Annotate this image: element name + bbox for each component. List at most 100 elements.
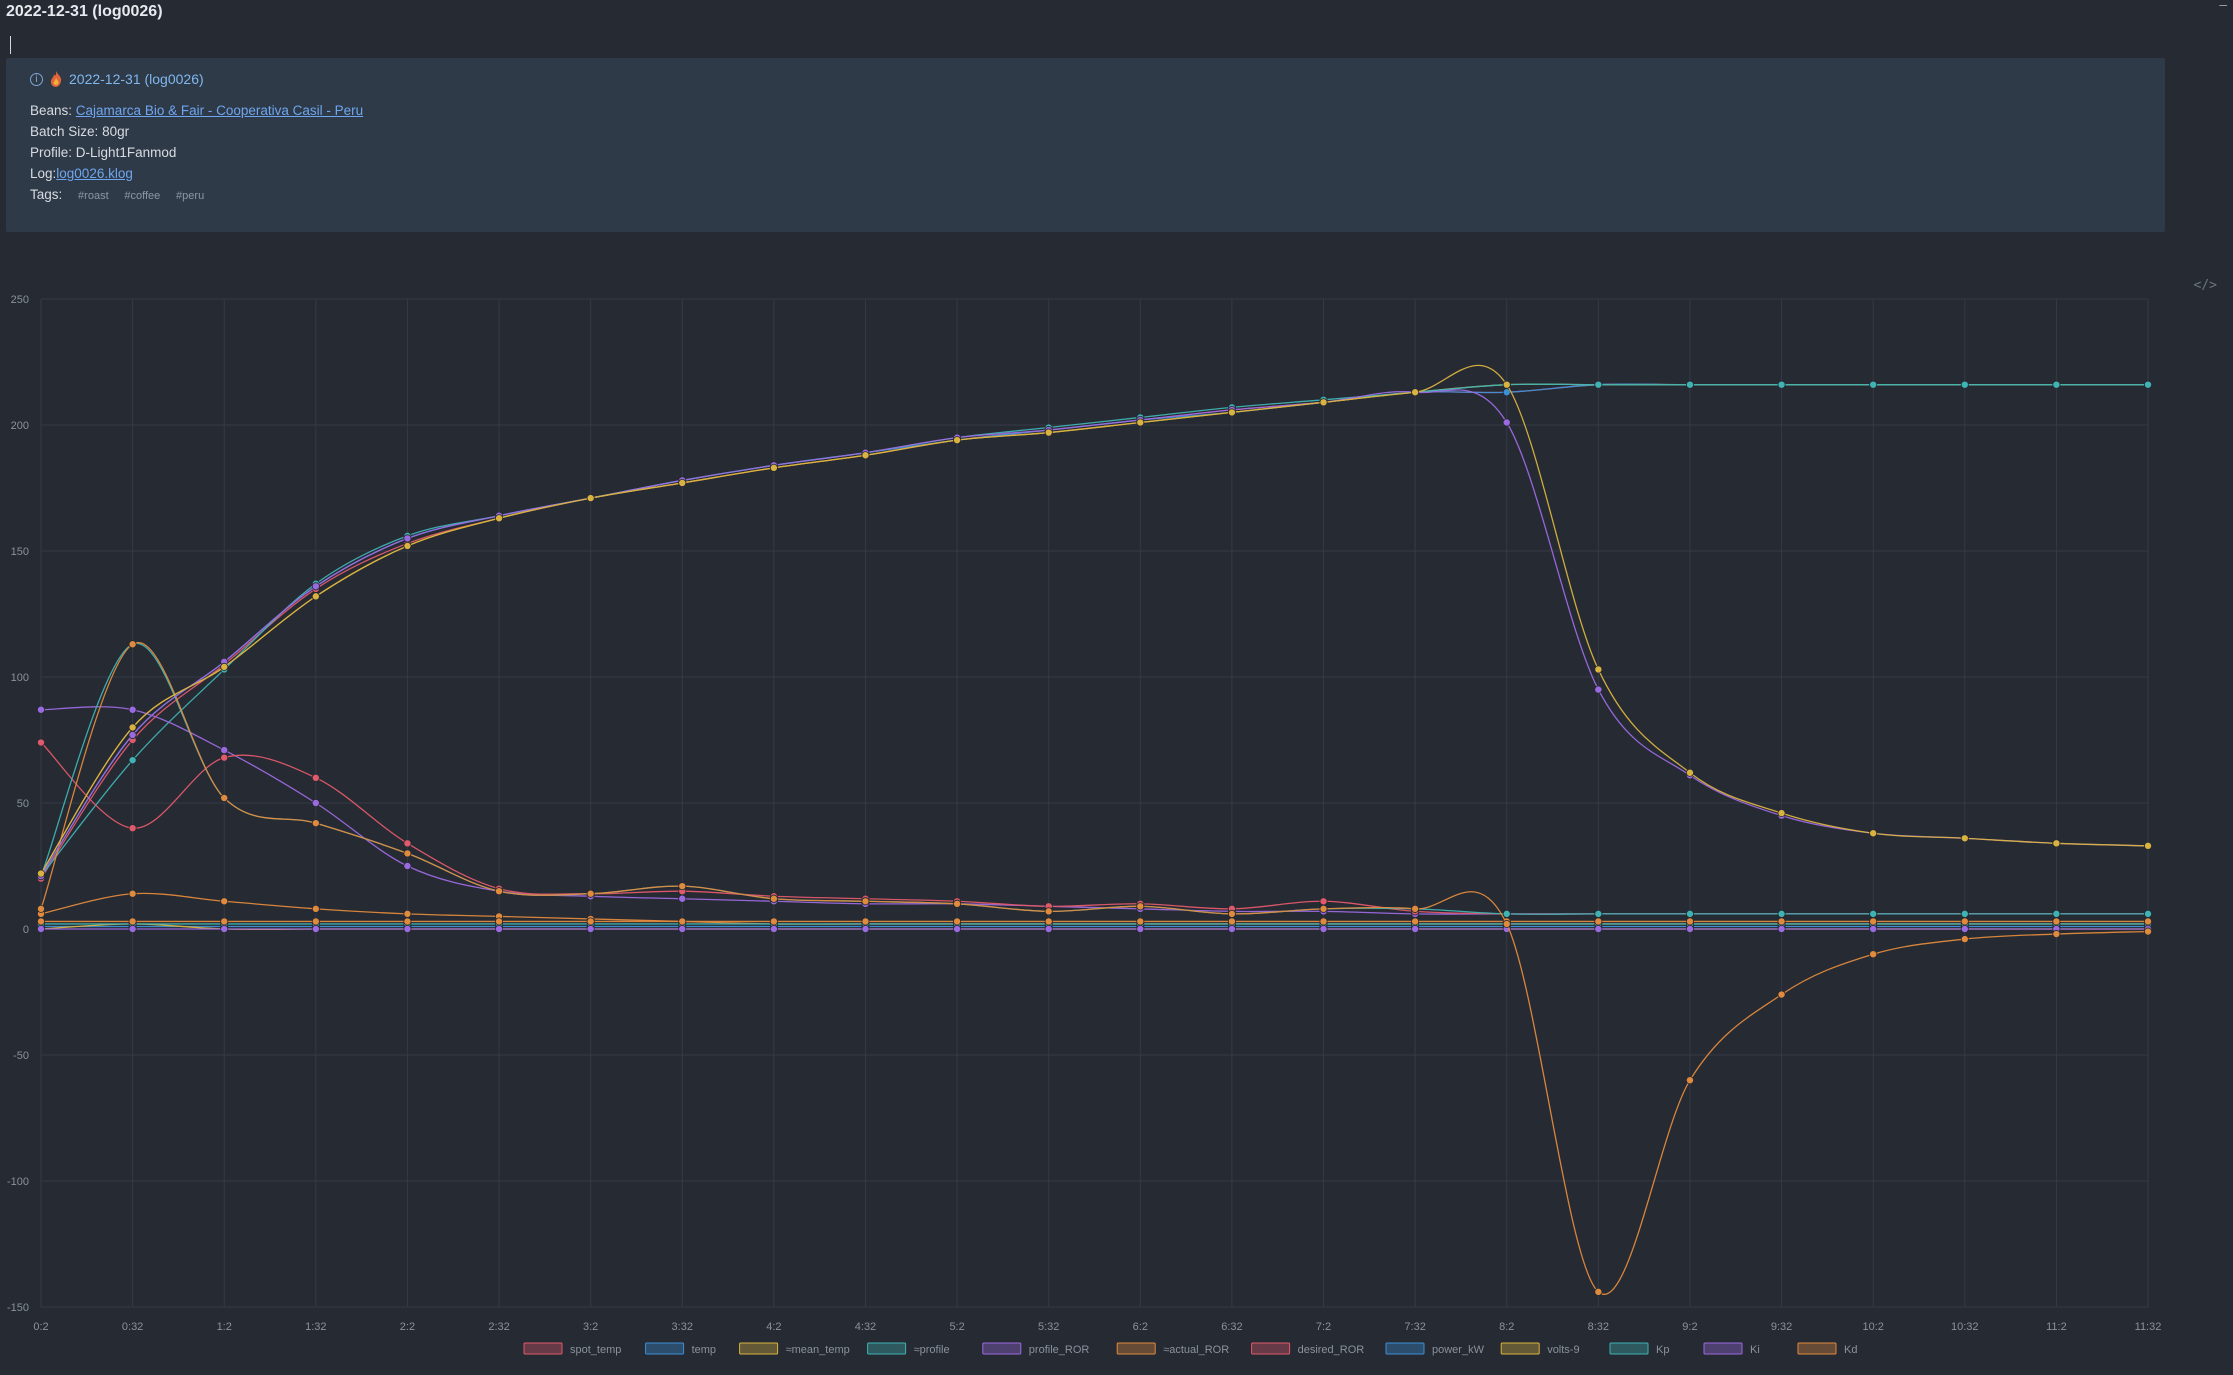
tag-coffee[interactable]: #coffee (124, 190, 161, 202)
log-link[interactable]: log0026.klog (56, 166, 133, 181)
curve-3-point (678, 478, 687, 487)
series-10-point (1685, 925, 1694, 934)
curve-1-point (1594, 1287, 1603, 1296)
series-10-point (1777, 925, 1786, 934)
legend-swatch (1797, 1342, 1837, 1355)
series-11-point (1136, 917, 1145, 926)
x-tick-label: 3:32 (672, 1321, 693, 1333)
batch-value: 80gr (102, 124, 130, 139)
curve-2-point (1594, 685, 1603, 694)
series-6-point (1319, 897, 1328, 906)
series-11-point (1685, 917, 1694, 926)
legend-swatch (739, 1342, 779, 1355)
minimize-button[interactable]: – (2219, 0, 2227, 12)
tag-roast[interactable]: #roast (78, 190, 109, 202)
x-tick-label: 11:32 (2135, 1321, 2162, 1333)
legend-label: Ki (1750, 1344, 1760, 1356)
curve-2-point (1502, 418, 1511, 427)
code-embed-icon[interactable]: </> (2193, 278, 2217, 293)
tag-peru[interactable]: #peru (176, 190, 205, 202)
legend-swatch (1116, 1342, 1156, 1355)
series-10-point (769, 925, 778, 934)
curve-3-point (1227, 408, 1236, 417)
series-3-point (1594, 380, 1603, 389)
legend-label: power_kW (1432, 1344, 1485, 1356)
x-tick-label: 6:32 (1221, 1321, 1242, 1333)
curve-1-point (1227, 909, 1236, 918)
legend-swatch (523, 1342, 563, 1355)
x-tick-label: 10:32 (1951, 1321, 1979, 1333)
y-tick-label: 50 (17, 798, 29, 810)
y-tick-label: -50 (13, 1050, 29, 1062)
series-11-point (1869, 917, 1878, 926)
series-10-point (678, 925, 687, 934)
series-3-point (1685, 380, 1694, 389)
curve-3-point (1960, 834, 1969, 843)
callout-title-row: i 2022-12-31 (log0026) (30, 69, 204, 89)
legend-swatch (1500, 1342, 1540, 1355)
curve-1-point (1136, 902, 1145, 911)
curve-3-point (1685, 768, 1694, 777)
series-2-line (40, 383, 2148, 874)
text-cursor (10, 36, 11, 54)
curve-3-point (1502, 380, 1511, 389)
series-10-point (495, 925, 504, 934)
curve-3-point (1044, 428, 1053, 437)
callout-title[interactable]: 2022-12-31 (log0026) (69, 71, 204, 87)
series-11-point (220, 917, 229, 926)
series-5-point (311, 904, 320, 913)
series-11-point (37, 917, 46, 926)
x-tick-label: 2:2 (400, 1321, 415, 1333)
series-11-point (1777, 917, 1786, 926)
x-tick-label: 7:32 (1404, 1321, 1425, 1333)
series-6-line (40, 742, 2148, 915)
x-tick-label: 5:32 (1038, 1321, 1059, 1333)
batch-label: Batch Size: (30, 124, 99, 139)
x-tick-label: 2:32 (488, 1321, 509, 1333)
info-circle-icon: i (30, 72, 43, 86)
legend-label: temp (692, 1344, 716, 1356)
curve-3-point (495, 514, 504, 523)
curve-3-point (220, 662, 229, 671)
beans-link[interactable]: Cajamarca Bio & Fair - Cooperativa Casil… (75, 103, 364, 118)
curve-1-point (37, 904, 46, 913)
curve-3-point (953, 436, 962, 445)
series-4-point (220, 746, 229, 755)
curve-1-point (1044, 907, 1053, 916)
series-11-point (311, 917, 320, 926)
curve-0-point (1502, 909, 1511, 918)
series-3-point (128, 756, 137, 765)
curve-3-point (1594, 665, 1603, 674)
log-line: Log:log0026.klog (30, 166, 133, 181)
chart-svg: 250 200 150 100 50 0 -50 -100 -150 0:2 0:32 1:2 1:32… (7, 294, 2162, 1356)
series-10-point (37, 925, 46, 934)
curve-3-point (1869, 829, 1878, 838)
series-4-point (403, 862, 412, 871)
legend-swatch (867, 1342, 907, 1355)
series-11-point (769, 917, 778, 926)
x-tick-label: 8:32 (1588, 1321, 1609, 1333)
curve-3-point (861, 451, 870, 460)
batch-line: Batch Size: 80gr (30, 124, 129, 139)
legend-swatch (645, 1342, 685, 1355)
curve-1-point (311, 819, 320, 828)
curve-3-point (37, 869, 46, 878)
series-3-point (1960, 380, 1969, 389)
legend-label: ≈actual_ROR (1163, 1344, 1229, 1356)
curve-1-point (495, 887, 504, 896)
curve-3-point (1319, 398, 1328, 407)
series-6-point (37, 738, 46, 747)
series-11-point (953, 917, 962, 926)
series-10-point (128, 925, 137, 934)
y-tick-label: 0 (23, 924, 29, 936)
curve-1-point (953, 899, 962, 908)
series-11-point (586, 917, 595, 926)
curve-1-point (1685, 1076, 1694, 1085)
series-4-point (311, 799, 320, 808)
curve-0-point (1777, 909, 1786, 918)
y-tick-label: -100 (7, 1176, 29, 1188)
curve-3-line (40, 364, 2149, 874)
curve-1-point (678, 882, 687, 891)
series-11-point (861, 917, 870, 926)
curve-1-point (1777, 990, 1786, 999)
